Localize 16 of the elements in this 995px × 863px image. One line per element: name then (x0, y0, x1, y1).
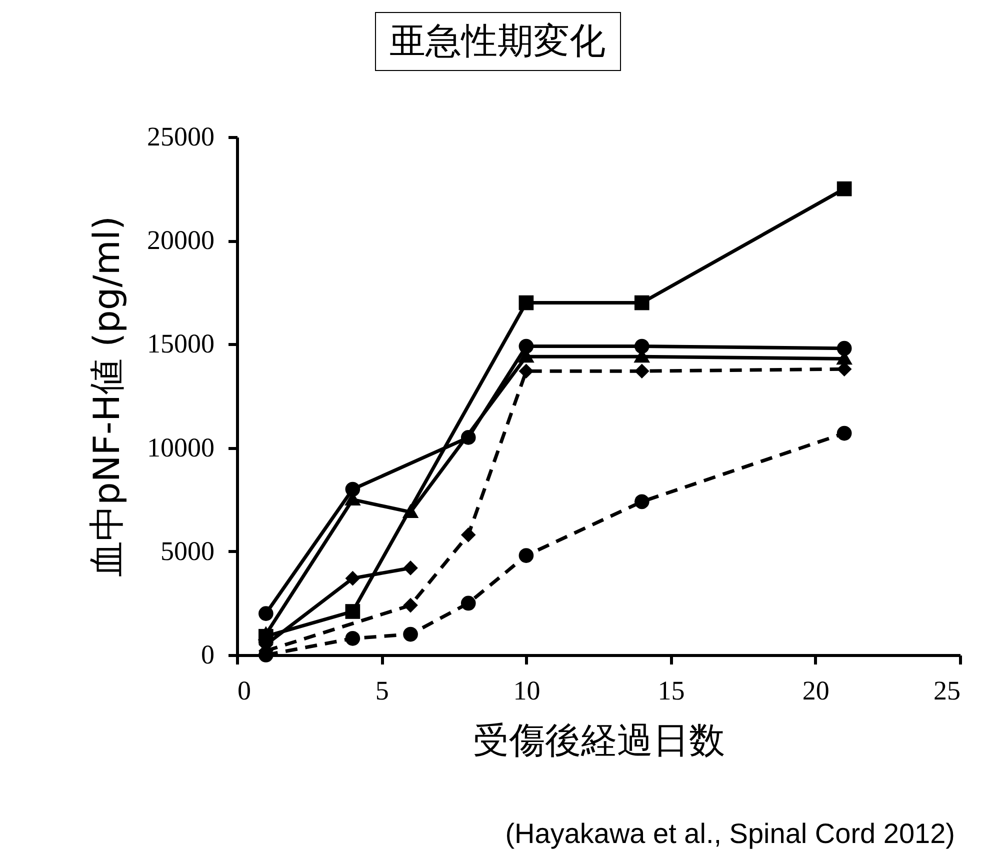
y-tick-label: 10000 (147, 432, 214, 462)
chart-title: 亜急性期変化 (374, 12, 620, 71)
x-tick-label: 5 (375, 676, 389, 706)
x-tick-label: 0 (238, 676, 251, 706)
x-tick-label: 10 (513, 676, 540, 706)
y-tick-label: 0 (201, 640, 214, 670)
y-axis-title: 血中pNF-H値 (pg/ml) (87, 216, 128, 577)
x-axis-title: 受傷後経過日数 (473, 720, 725, 762)
x-tick-label: 15 (658, 676, 685, 706)
y-tick-label: 5000 (160, 536, 214, 566)
x-tick-label: 20 (802, 676, 830, 706)
x-tick-label: 25 (934, 676, 960, 706)
text: (Hayakawa et al., Spinal Cord 2012) (505, 818, 955, 850)
y-tick-label: 15000 (147, 328, 214, 359)
y-tick-label: 25000 (147, 122, 214, 152)
y-tick-label: 20000 (147, 225, 214, 256)
